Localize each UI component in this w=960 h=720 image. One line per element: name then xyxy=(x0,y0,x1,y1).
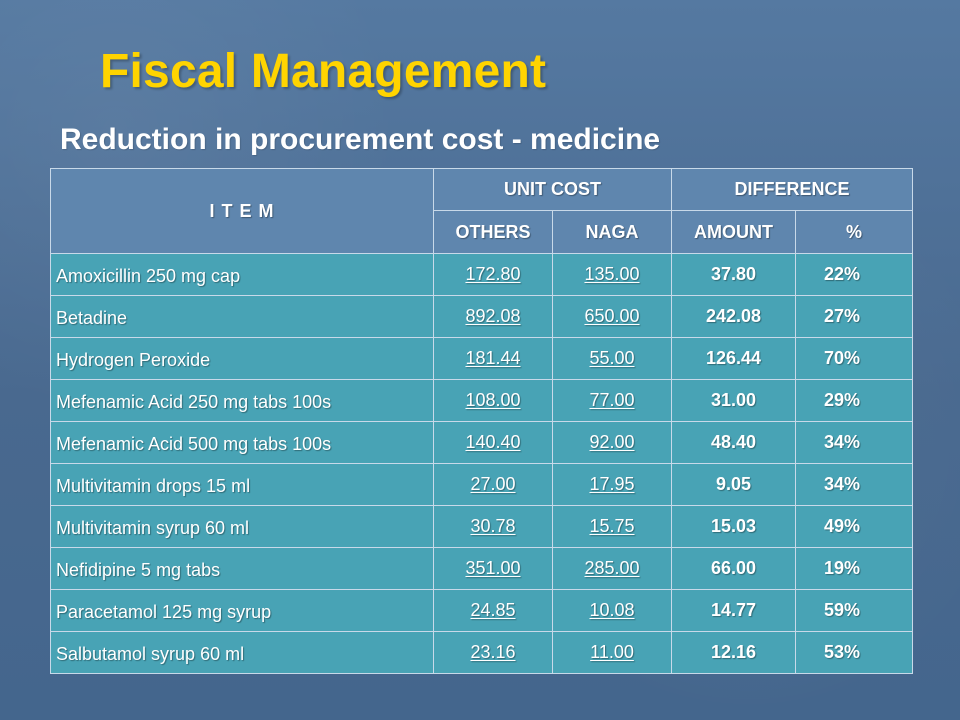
naga-cost-cell: 17.95 xyxy=(552,463,672,506)
others-cost-cell: 108.00 xyxy=(433,379,553,422)
percent-difference-cell: 19% xyxy=(794,547,914,590)
table-row: Amoxicillin 250 mg cap 172.80 135.00 37.… xyxy=(50,253,914,296)
amount-difference-cell: 126.44 xyxy=(671,337,796,380)
item-cell: Amoxicillin 250 mg cap xyxy=(50,253,434,296)
item-cell: Nefidipine 5 mg tabs xyxy=(50,547,434,590)
amount-difference-cell: 37.80 xyxy=(671,253,796,296)
unit-cost-header: UNIT COST xyxy=(433,168,672,211)
table-row: Salbutamol syrup 60 ml 23.16 11.00 12.16… xyxy=(50,631,914,674)
others-cost-cell: 23.16 xyxy=(433,631,553,674)
others-cost-cell: 24.85 xyxy=(433,589,553,632)
percent-difference-cell: 22% xyxy=(794,253,914,296)
table-row: Betadine 892.08 650.00 242.08 27% xyxy=(50,295,914,338)
naga-cost-cell: 10.08 xyxy=(552,589,672,632)
table-row: Mefenamic Acid 500 mg tabs 100s 140.40 9… xyxy=(50,421,914,464)
table-row: Mefenamic Acid 250 mg tabs 100s 108.00 7… xyxy=(50,379,914,422)
table-row: Multivitamin drops 15 ml 27.00 17.95 9.0… xyxy=(50,463,914,506)
naga-cost-cell: 650.00 xyxy=(552,295,672,338)
naga-cost-cell: 135.00 xyxy=(552,253,672,296)
item-cell: Salbutamol syrup 60 ml xyxy=(50,631,434,674)
page-subtitle: Reduction in procurement cost - medicine xyxy=(60,123,661,156)
item-cell: Mefenamic Acid 500 mg tabs 100s xyxy=(50,421,434,464)
item-cell: Hydrogen Peroxide xyxy=(50,337,434,380)
amount-difference-cell: 15.03 xyxy=(671,505,796,548)
percent-difference-cell: 53% xyxy=(794,631,914,674)
percent-difference-cell: 34% xyxy=(794,421,914,464)
procurement-cost-table: I T E M UNIT COST DIFFERENCE OTHERS NAGA… xyxy=(50,168,914,674)
amount-difference-cell: 14.77 xyxy=(671,589,796,632)
percent-difference-cell: 29% xyxy=(794,379,914,422)
amount-difference-cell: 12.16 xyxy=(671,631,796,674)
naga-cost-cell: 92.00 xyxy=(552,421,672,464)
naga-cost-cell: 77.00 xyxy=(552,379,672,422)
others-cost-cell: 172.80 xyxy=(433,253,553,296)
others-cost-cell: 351.00 xyxy=(433,547,553,590)
amount-difference-cell: 66.00 xyxy=(671,547,796,590)
naga-column-header: NAGA xyxy=(552,210,672,254)
amount-difference-cell: 242.08 xyxy=(671,295,796,338)
others-cost-cell: 27.00 xyxy=(433,463,553,506)
item-cell: Multivitamin drops 15 ml xyxy=(50,463,434,506)
table-container: I T E M UNIT COST DIFFERENCE OTHERS NAGA… xyxy=(50,168,914,674)
item-cell: Multivitamin syrup 60 ml xyxy=(50,505,434,548)
percent-difference-cell: 59% xyxy=(794,589,914,632)
others-cost-cell: 140.40 xyxy=(433,421,553,464)
item-column-header: I T E M xyxy=(50,168,434,254)
amount-difference-cell: 48.40 xyxy=(671,421,796,464)
item-cell: Paracetamol 125 mg syrup xyxy=(50,589,434,632)
difference-header: DIFFERENCE xyxy=(670,168,914,211)
percent-column-header: % xyxy=(794,210,914,254)
amount-difference-cell: 31.00 xyxy=(671,379,796,422)
percent-difference-cell: 49% xyxy=(794,505,914,548)
table-row: Paracetamol 125 mg syrup 24.85 10.08 14.… xyxy=(50,589,914,632)
item-cell: Mefenamic Acid 250 mg tabs 100s xyxy=(50,379,434,422)
naga-cost-cell: 285.00 xyxy=(552,547,672,590)
page-title: Fiscal Management xyxy=(100,45,547,98)
item-cell: Betadine xyxy=(50,295,434,338)
table-row: Multivitamin syrup 60 ml 30.78 15.75 15.… xyxy=(50,505,914,548)
table-row: Hydrogen Peroxide 181.44 55.00 126.44 70… xyxy=(50,337,914,380)
others-column-header: OTHERS xyxy=(433,210,553,254)
amount-difference-cell: 9.05 xyxy=(671,463,796,506)
percent-difference-cell: 70% xyxy=(794,337,914,380)
percent-difference-cell: 34% xyxy=(794,463,914,506)
naga-cost-cell: 15.75 xyxy=(552,505,672,548)
naga-cost-cell: 55.00 xyxy=(552,337,672,380)
table-row: Nefidipine 5 mg tabs 351.00 285.00 66.00… xyxy=(50,547,914,590)
others-cost-cell: 30.78 xyxy=(433,505,553,548)
others-cost-cell: 892.08 xyxy=(433,295,553,338)
percent-difference-cell: 27% xyxy=(794,295,914,338)
amount-column-header: AMOUNT xyxy=(671,210,796,254)
others-cost-cell: 181.44 xyxy=(433,337,553,380)
naga-cost-cell: 11.00 xyxy=(552,631,672,674)
